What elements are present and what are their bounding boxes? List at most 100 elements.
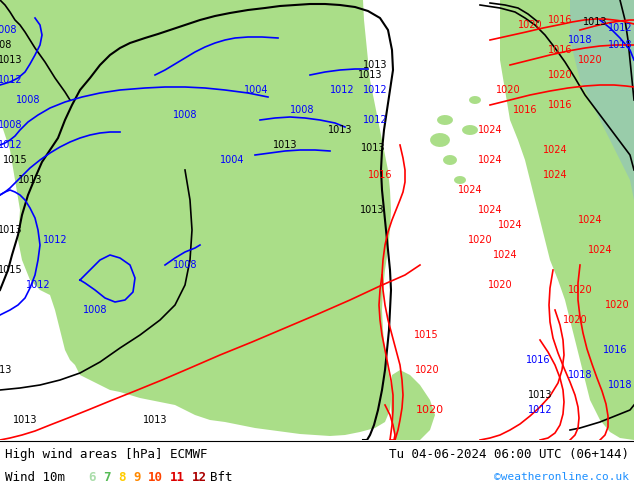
Text: 1024: 1024 — [498, 220, 522, 230]
Polygon shape — [187, 55, 203, 65]
Text: 1016: 1016 — [526, 355, 550, 365]
Text: 1020: 1020 — [518, 20, 542, 30]
Polygon shape — [302, 50, 318, 60]
Polygon shape — [288, 62, 312, 78]
Text: 1020: 1020 — [496, 85, 521, 95]
Text: 1024: 1024 — [493, 250, 517, 260]
Text: 1024: 1024 — [477, 155, 502, 165]
Text: 1012: 1012 — [330, 85, 354, 95]
Text: 1012: 1012 — [42, 235, 67, 245]
Text: 1012: 1012 — [363, 115, 387, 125]
Text: 1020: 1020 — [605, 300, 630, 310]
Text: 1013: 1013 — [0, 225, 22, 235]
Text: 1024: 1024 — [588, 245, 612, 255]
Text: 1013: 1013 — [13, 415, 37, 425]
Text: 1016: 1016 — [513, 105, 537, 115]
Polygon shape — [74, 1, 86, 9]
Text: ©weatheronline.co.uk: ©weatheronline.co.uk — [494, 472, 629, 482]
Text: 1024: 1024 — [477, 205, 502, 215]
Text: 1015: 1015 — [414, 330, 438, 340]
Text: 1013: 1013 — [0, 55, 22, 65]
Text: 1013: 1013 — [18, 175, 42, 185]
Text: 1012: 1012 — [527, 405, 552, 415]
Text: 1018: 1018 — [568, 370, 592, 380]
Text: 1015: 1015 — [0, 265, 22, 275]
Polygon shape — [314, 76, 326, 84]
Text: 1020: 1020 — [563, 315, 587, 325]
Text: 1024: 1024 — [543, 145, 567, 155]
Text: 11: 11 — [170, 470, 185, 484]
Text: 1013: 1013 — [359, 205, 384, 215]
Text: 1013: 1013 — [358, 70, 382, 80]
Text: 1008: 1008 — [172, 110, 197, 120]
Polygon shape — [162, 5, 178, 15]
Text: 1015: 1015 — [3, 155, 27, 165]
Text: 1016: 1016 — [548, 45, 573, 55]
Text: 1008: 1008 — [16, 95, 40, 105]
Text: 1013: 1013 — [583, 17, 607, 27]
Text: 1013: 1013 — [527, 390, 552, 400]
Polygon shape — [437, 115, 453, 125]
Text: 1018: 1018 — [608, 380, 632, 390]
Text: 1020: 1020 — [488, 280, 512, 290]
Text: Tu 04-06-2024 06:00 UTC (06+144): Tu 04-06-2024 06:00 UTC (06+144) — [389, 447, 629, 461]
Text: 1020: 1020 — [468, 235, 493, 245]
Text: 1016: 1016 — [603, 345, 627, 355]
Text: 1013: 1013 — [363, 60, 387, 70]
Text: 1024: 1024 — [477, 125, 502, 135]
Text: 1016: 1016 — [548, 15, 573, 25]
Text: 1012: 1012 — [363, 85, 387, 95]
Polygon shape — [500, 0, 634, 440]
Text: 1012: 1012 — [0, 140, 22, 150]
Text: 1013: 1013 — [328, 125, 353, 135]
Text: 1004: 1004 — [220, 155, 244, 165]
Text: 1008: 1008 — [83, 305, 107, 315]
Polygon shape — [390, 370, 435, 440]
Polygon shape — [454, 176, 466, 184]
Polygon shape — [52, 15, 68, 25]
Text: 1020: 1020 — [578, 55, 602, 65]
Text: 1008: 1008 — [0, 120, 22, 130]
Text: 9: 9 — [133, 470, 141, 484]
Text: 1016: 1016 — [368, 170, 392, 180]
Text: 1020: 1020 — [548, 70, 573, 80]
Text: 1008: 1008 — [0, 25, 17, 35]
Text: High wind areas [hPa] ECMWF: High wind areas [hPa] ECMWF — [5, 447, 207, 461]
Polygon shape — [0, 0, 392, 436]
Text: 10: 10 — [148, 470, 163, 484]
Text: 1012: 1012 — [0, 75, 22, 85]
Polygon shape — [443, 155, 457, 165]
Text: 013: 013 — [0, 365, 12, 375]
Polygon shape — [223, 218, 258, 242]
Polygon shape — [235, 203, 255, 217]
Text: 1024: 1024 — [578, 215, 602, 225]
Text: 1020: 1020 — [416, 405, 444, 415]
Text: 1012: 1012 — [607, 23, 632, 33]
Polygon shape — [570, 0, 634, 200]
Polygon shape — [204, 36, 216, 44]
Text: 1013: 1013 — [273, 140, 297, 150]
Text: 8: 8 — [118, 470, 126, 484]
Text: 1018: 1018 — [568, 35, 592, 45]
Text: 1012: 1012 — [26, 280, 50, 290]
Text: 1024: 1024 — [458, 185, 482, 195]
Text: 6: 6 — [88, 470, 96, 484]
Text: 108: 108 — [0, 40, 12, 50]
Text: 1013: 1013 — [143, 415, 167, 425]
Text: 1020: 1020 — [567, 285, 592, 295]
Text: 12: 12 — [192, 470, 207, 484]
Text: 1008: 1008 — [172, 260, 197, 270]
Polygon shape — [462, 125, 478, 135]
Text: 1013: 1013 — [361, 143, 385, 153]
Text: Bft: Bft — [210, 470, 233, 484]
Polygon shape — [469, 96, 481, 104]
Polygon shape — [93, 10, 107, 20]
Text: Wind 10m: Wind 10m — [5, 470, 65, 484]
Polygon shape — [145, 19, 165, 31]
Text: 1016: 1016 — [548, 100, 573, 110]
Text: 1018: 1018 — [608, 40, 632, 50]
Text: 1004: 1004 — [243, 85, 268, 95]
Text: 1024: 1024 — [543, 170, 567, 180]
Text: 7: 7 — [103, 470, 110, 484]
Polygon shape — [430, 133, 450, 147]
